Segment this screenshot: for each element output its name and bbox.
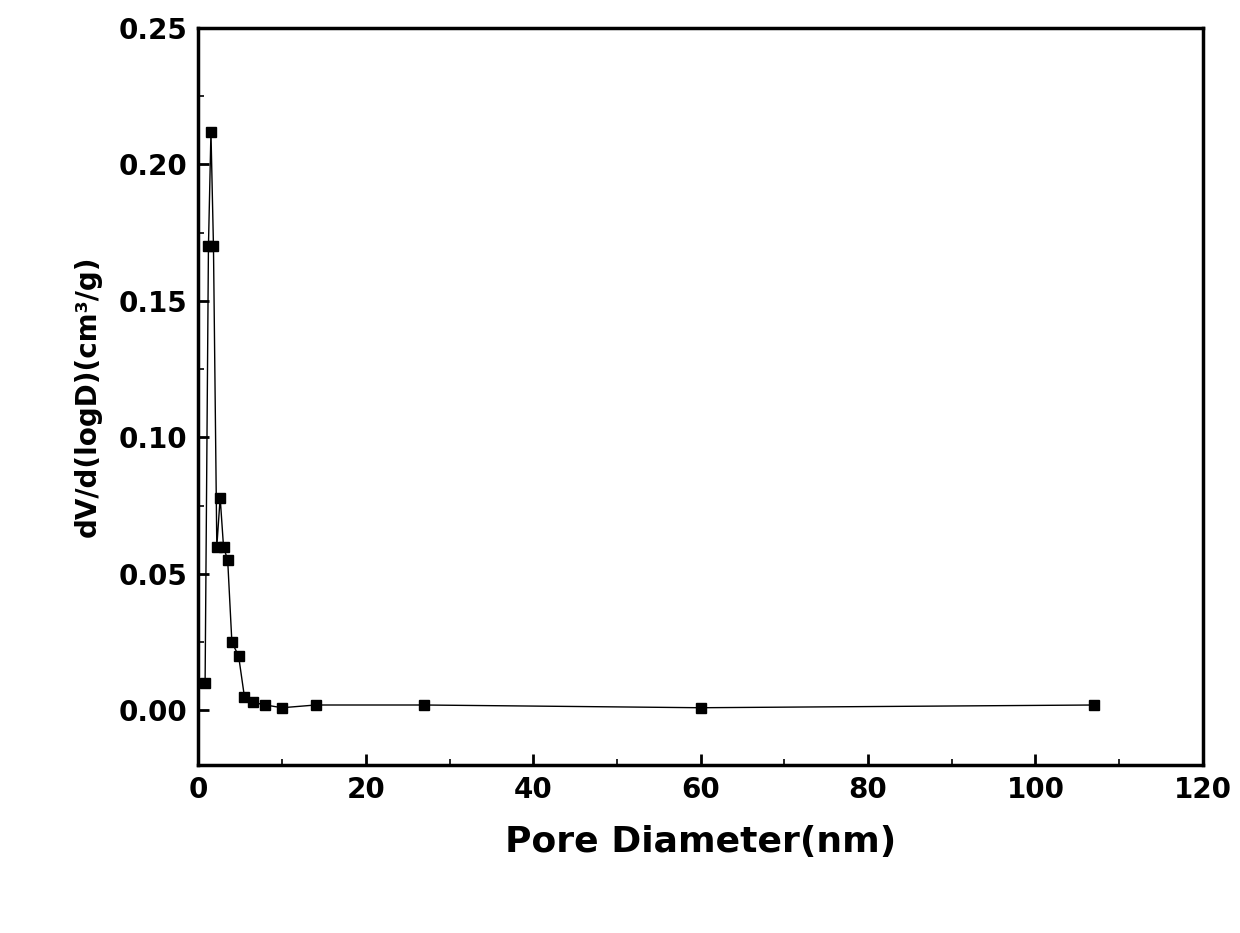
Y-axis label: dV/d(logD)(cm³/g): dV/d(logD)(cm³/g)	[73, 256, 102, 537]
X-axis label: Pore Diameter(nm): Pore Diameter(nm)	[505, 825, 897, 859]
